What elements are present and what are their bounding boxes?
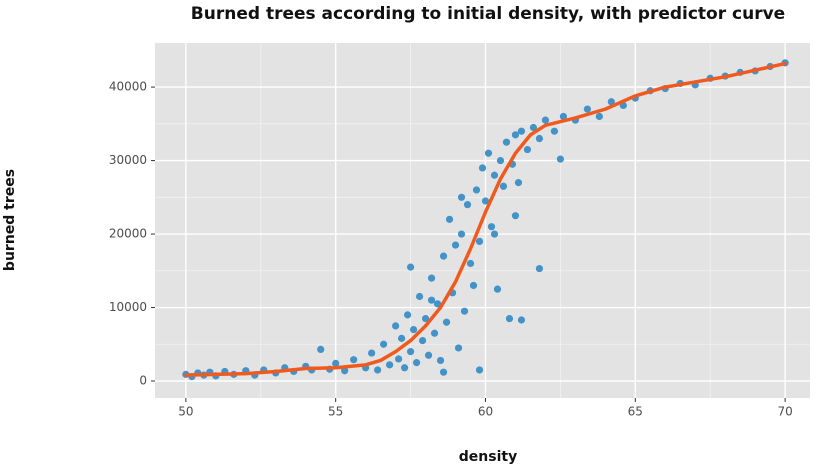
data-point bbox=[607, 98, 615, 106]
y-tick-label: 40000 bbox=[109, 80, 147, 94]
data-point bbox=[499, 182, 508, 190]
data-point bbox=[451, 241, 460, 249]
data-point bbox=[442, 318, 451, 326]
data-point bbox=[457, 193, 466, 201]
data-point bbox=[481, 197, 490, 205]
data-point bbox=[535, 134, 544, 143]
data-point bbox=[511, 131, 520, 139]
data-point bbox=[487, 223, 496, 231]
data-point bbox=[427, 274, 436, 282]
data-point bbox=[535, 264, 544, 273]
data-point bbox=[472, 186, 481, 194]
data-point bbox=[445, 215, 454, 223]
data-point bbox=[433, 300, 442, 308]
data-point bbox=[418, 336, 427, 345]
data-point bbox=[502, 138, 511, 146]
data-point bbox=[511, 212, 520, 220]
x-tick-label: 50 bbox=[178, 405, 193, 419]
data-point bbox=[332, 359, 340, 367]
y-tick-label: 0 bbox=[139, 374, 147, 388]
data-point bbox=[514, 179, 523, 187]
x-tick-label: 70 bbox=[777, 405, 792, 419]
data-point bbox=[517, 316, 526, 324]
data-point bbox=[475, 366, 484, 374]
data-point bbox=[541, 116, 550, 124]
data-point bbox=[317, 345, 325, 354]
data-point bbox=[469, 281, 478, 290]
data-point bbox=[421, 314, 430, 323]
data-point bbox=[523, 145, 532, 154]
data-point bbox=[403, 311, 412, 319]
data-point bbox=[409, 325, 418, 334]
data-point bbox=[386, 361, 394, 369]
y-tick-label: 20000 bbox=[109, 227, 147, 241]
data-point bbox=[341, 367, 349, 375]
data-point bbox=[457, 230, 466, 238]
data-point bbox=[496, 156, 505, 165]
data-point bbox=[412, 359, 421, 367]
data-point bbox=[374, 366, 382, 374]
y-tick-label: 30000 bbox=[109, 153, 147, 167]
data-point bbox=[368, 349, 376, 357]
data-point bbox=[460, 307, 469, 315]
data-point bbox=[406, 263, 415, 271]
chart-title: Burned trees according to initial densit… bbox=[191, 4, 785, 24]
data-point bbox=[529, 123, 538, 132]
data-point bbox=[439, 368, 448, 376]
data-point bbox=[490, 171, 499, 179]
data-point bbox=[550, 127, 559, 135]
data-point bbox=[400, 364, 409, 372]
data-point bbox=[583, 105, 591, 113]
data-point bbox=[395, 355, 403, 363]
data-point bbox=[392, 322, 400, 330]
data-point bbox=[505, 314, 514, 323]
data-point bbox=[406, 348, 415, 356]
data-point bbox=[430, 329, 439, 337]
data-point bbox=[466, 259, 475, 268]
data-point bbox=[556, 155, 565, 163]
data-point bbox=[463, 201, 472, 209]
predictor-curve bbox=[184, 61, 787, 377]
data-point bbox=[517, 127, 526, 135]
data-point bbox=[424, 351, 433, 359]
data-point bbox=[490, 230, 499, 238]
data-point bbox=[380, 340, 388, 348]
data-point bbox=[427, 296, 436, 304]
x-tick-label: 60 bbox=[478, 405, 493, 419]
y-axis-label: burned trees bbox=[2, 169, 18, 271]
data-point bbox=[595, 112, 603, 121]
data-point bbox=[397, 334, 406, 342]
data-point bbox=[436, 356, 445, 365]
x-axis-label: density bbox=[459, 449, 517, 465]
data-point bbox=[439, 252, 448, 260]
y-tick-label: 10000 bbox=[109, 300, 147, 314]
data-point bbox=[478, 164, 487, 172]
x-tick-label: 65 bbox=[628, 405, 643, 419]
data-point bbox=[493, 285, 502, 293]
data-point bbox=[415, 292, 424, 301]
data-point bbox=[559, 112, 568, 121]
data-point bbox=[475, 237, 484, 245]
data-point bbox=[350, 356, 358, 364]
x-tick-label: 55 bbox=[328, 405, 343, 419]
data-point bbox=[484, 149, 493, 157]
data-point bbox=[454, 344, 463, 352]
